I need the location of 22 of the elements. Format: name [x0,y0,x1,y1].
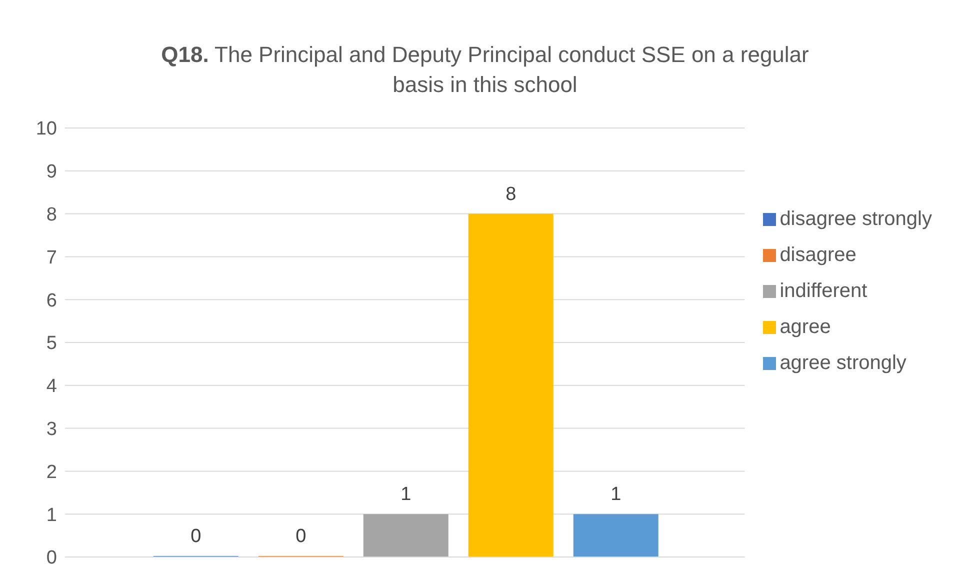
y-tick-label: 7 [46,247,57,268]
legend-label: disagree strongly [780,208,932,230]
y-tick-label: 5 [46,333,57,354]
legend-label: agree [780,316,831,338]
y-tick-label: 0 [46,548,57,569]
data-label: 1 [610,484,622,506]
y-tick-label: 8 [46,204,57,226]
y-tick-label: 9 [46,162,57,183]
data-label: 0 [190,526,202,547]
data-label: 1 [400,484,412,506]
data-label: 8 [506,184,516,205]
legend-label: disagree [780,244,856,266]
y-tick-label: 10 [36,118,57,140]
data-label: 0 [296,526,306,547]
y-tick-label: 4 [46,376,58,398]
y-tick-label: 2 [46,462,57,483]
y-tick-label: 6 [46,290,57,312]
legend-label: indifferent [780,280,868,302]
y-tick-label: 1 [46,504,57,526]
chart-title: Q18. The Principal and Deputy Principal conduct SSE on a regular basis in this school [160,41,810,99]
y-tick-label: 3 [46,419,57,440]
legend-label: agree strongly [780,352,906,374]
